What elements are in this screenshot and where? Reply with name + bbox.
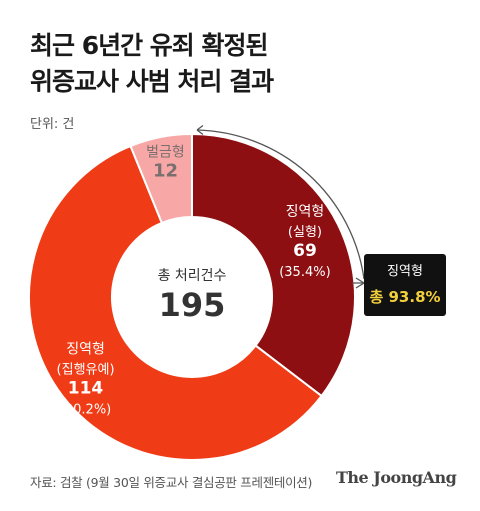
slice-probation — [28, 144, 323, 460]
slice-probation-pct-label: (20.2%) — [60, 402, 111, 417]
donut-slices — [28, 132, 356, 460]
slice-fine-value-label: 12 — [153, 161, 178, 182]
slice-jail-pct-label: (35.4%) — [279, 265, 330, 280]
slice-probation-name-label: 징역형 — [66, 341, 105, 357]
chart-title-line1: 최근 6년간 유죄 확정된 — [30, 31, 269, 60]
center-total-value: 195 — [159, 286, 226, 324]
slice-jail-sub-label: (실형) — [288, 225, 322, 240]
donut-chart: 징역형 (실형)69 (35.4%) 징역형 (집행유예)114 (20.2%) 벌금형12… — [28, 124, 446, 460]
slice-fine — [129, 132, 193, 225]
chart-title: 최근 6년간 유죄 확정된 위증교사 사범 처리 결과 — [30, 28, 274, 100]
slice-fine-name-label: 벌금형 — [146, 145, 185, 161]
callout-box — [364, 254, 446, 316]
callout-arc — [196, 129, 365, 280]
slice-jail-name-label: 징역형 — [286, 204, 325, 220]
source-note: 자료: 검찰 (9월 30일 위증교사 결심공판 프레젠테이션) — [30, 475, 313, 490]
slice-probation-sub-label: (집행유예) — [57, 361, 115, 377]
unit-label: 단위: 건 — [30, 117, 75, 132]
callout-label: 징역형 — [387, 264, 423, 279]
slice-jail-value-label: 69 — [293, 241, 317, 261]
center-total-label: 총 처리건수 — [158, 268, 227, 284]
chart-title-line2: 위증교사 사범 처리 결과 — [30, 67, 274, 96]
brand-logo: The JoongAng — [336, 468, 457, 487]
callout-value: 총 93.8% — [369, 288, 440, 306]
slice-jail — [191, 132, 356, 398]
slice-probation-value-label: 114 — [68, 378, 104, 398]
arc-arrowhead-icon — [196, 124, 204, 136]
